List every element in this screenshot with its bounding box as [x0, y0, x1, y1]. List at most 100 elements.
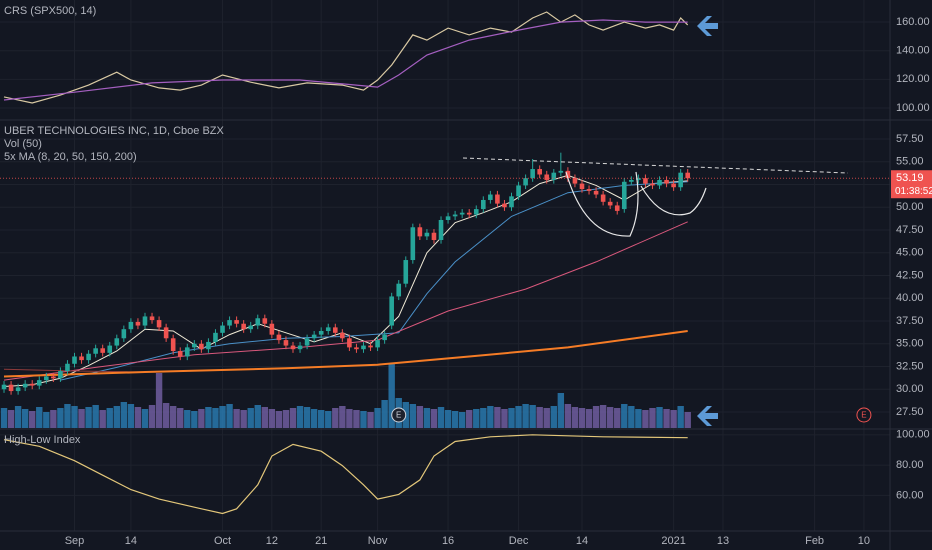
candle-body [586, 189, 592, 191]
candle-body [51, 376, 56, 379]
volume-bar [325, 411, 332, 428]
candle-body [1, 384, 7, 390]
volume-bar [233, 409, 240, 428]
candle-body [452, 214, 458, 217]
volume-bar [606, 407, 614, 428]
candle-body [22, 383, 28, 388]
volume-bar [473, 409, 480, 428]
y-tick-label: 47.50 [896, 224, 924, 236]
volume-bar [684, 412, 691, 428]
candle-body [311, 334, 317, 339]
volume-bar [494, 407, 501, 428]
volume-bar [522, 404, 529, 428]
candle-body [685, 172, 691, 179]
handle-drawing [640, 185, 707, 216]
candle-body [304, 338, 310, 346]
candle-body [332, 327, 338, 333]
trend-line [462, 157, 849, 174]
volume-bar [177, 408, 184, 428]
volume-bar [36, 407, 43, 428]
candle-body [607, 201, 613, 206]
volume-bar [367, 412, 374, 428]
volume-bar [282, 410, 290, 428]
candle-body [8, 384, 14, 392]
candle-body [368, 345, 373, 348]
candle-body [135, 321, 141, 326]
volume-bar [57, 408, 64, 428]
x-tick-label: Oct [214, 535, 231, 547]
volume-bar [148, 405, 156, 428]
candle-body [523, 178, 528, 186]
candle-body [29, 383, 35, 386]
volume-bar [78, 409, 85, 428]
volume-bar [317, 410, 325, 428]
y-tick-label: 100.00 [896, 429, 930, 441]
y-tick-label: 30.00 [896, 383, 924, 395]
volume-bar [458, 412, 466, 428]
candle-body [579, 183, 585, 190]
pane-title: High-Low Index [4, 434, 81, 446]
volume-bar [423, 408, 431, 428]
cup-drawing [565, 171, 639, 237]
last-price-box [891, 170, 932, 199]
x-tick-label: Feb [805, 535, 824, 547]
volume-bar [141, 409, 149, 428]
candle-body [530, 169, 535, 179]
volume-bar [50, 410, 57, 428]
volume-bar [127, 404, 135, 428]
earnings-marker [856, 407, 872, 423]
volume-bar [14, 406, 22, 428]
volume-bar [515, 406, 522, 428]
candle-body [671, 183, 676, 188]
earnings-label: E [396, 411, 401, 420]
candle-body [325, 327, 331, 332]
volume-bar [240, 410, 247, 428]
x-tick-label: 2021 [661, 535, 685, 547]
candle-body [72, 356, 77, 364]
candle-body [213, 332, 218, 342]
volume-bar [381, 400, 388, 428]
volume-bar [0, 408, 8, 428]
y-tick-label: 120.00 [896, 73, 930, 85]
candle-body [234, 320, 239, 324]
candle-body [15, 387, 21, 392]
candle-body [44, 376, 49, 381]
candle-body [121, 329, 127, 339]
volume-bar [550, 406, 557, 428]
candle-body [438, 219, 444, 241]
candle-body [227, 320, 232, 326]
candle-body [629, 179, 634, 182]
volume-bar [585, 409, 593, 428]
volume-bar [155, 373, 163, 428]
candle-body [502, 203, 507, 208]
candle-body [184, 347, 190, 357]
candle-body [276, 334, 282, 341]
candle-body [600, 194, 606, 202]
candle-body [650, 183, 655, 186]
legend-label: Vol (50) [4, 138, 42, 150]
volume-bar [346, 409, 353, 428]
grid [0, 0, 890, 531]
volume-bar [529, 405, 536, 428]
candle-body [572, 178, 578, 184]
candle-body [389, 296, 394, 326]
candle-body [297, 345, 303, 350]
series-line [3, 368, 146, 373]
volume-bar [487, 406, 494, 428]
volume-bar [120, 402, 128, 428]
candle-body [156, 320, 162, 328]
y-tick-label: 37.50 [896, 315, 924, 327]
candle-body [495, 194, 500, 204]
x-tick-label: Nov [368, 535, 388, 547]
volume-bar [268, 409, 276, 428]
volume-bar [21, 409, 29, 428]
volume-bar [106, 408, 113, 428]
volume-bar [557, 393, 565, 428]
x-tick-label: Sep [65, 535, 85, 547]
candle-body [177, 351, 183, 357]
x-tick-label: 21 [315, 535, 327, 547]
x-tick-label: Dec [509, 535, 529, 547]
candle-body [255, 318, 261, 326]
candle-body [636, 178, 641, 180]
